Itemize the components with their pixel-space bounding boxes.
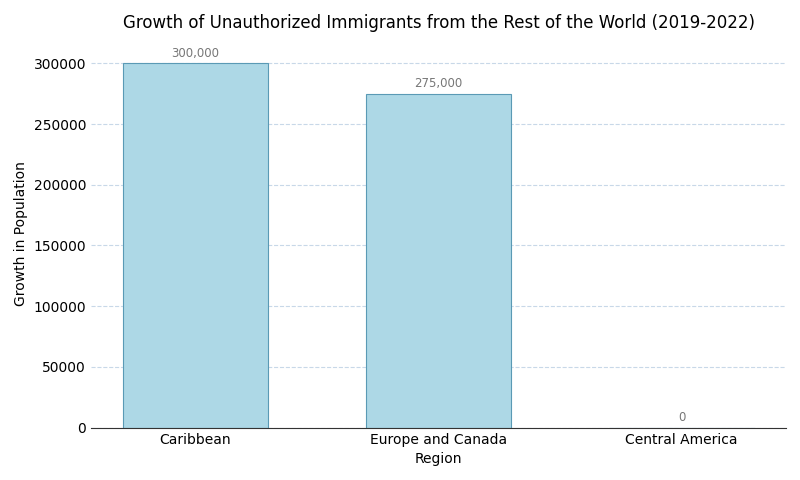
Title: Growth of Unauthorized Immigrants from the Rest of the World (2019-2022): Growth of Unauthorized Immigrants from t… bbox=[122, 14, 754, 32]
Y-axis label: Growth in Population: Growth in Population bbox=[14, 161, 28, 306]
X-axis label: Region: Region bbox=[414, 452, 462, 466]
Text: 300,000: 300,000 bbox=[171, 47, 219, 60]
Bar bbox=[366, 94, 511, 428]
Text: 275,000: 275,000 bbox=[414, 77, 462, 90]
Text: 0: 0 bbox=[678, 411, 686, 424]
Bar bbox=[122, 63, 268, 428]
